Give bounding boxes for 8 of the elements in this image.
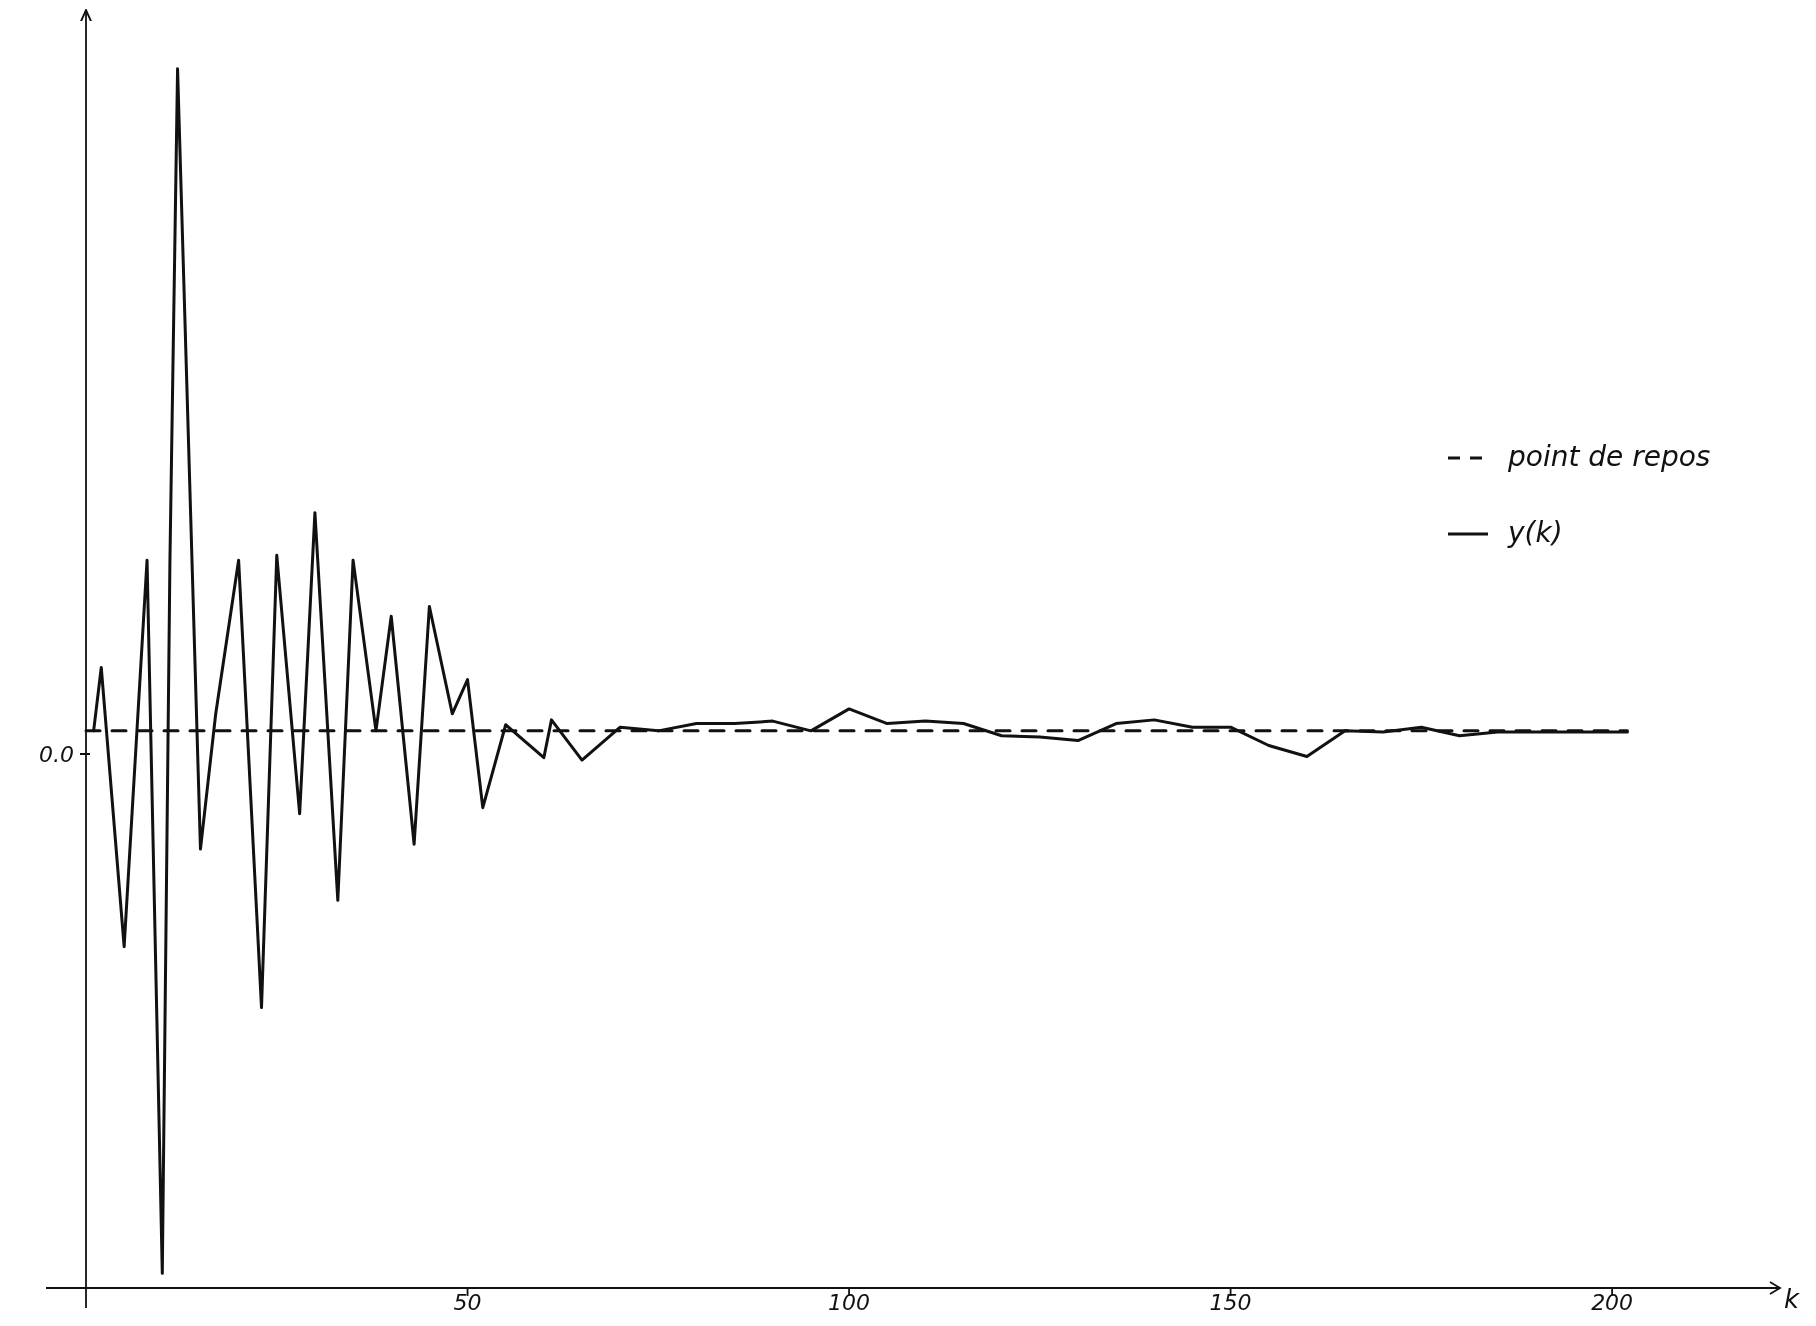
x-tick-label: 200: [1591, 1290, 1634, 1315]
legend-label: y(k): [1507, 516, 1563, 549]
x-tick-label: 50: [453, 1290, 482, 1315]
x-tick-label: 100: [828, 1290, 871, 1315]
legend-label: point de repos: [1507, 440, 1711, 473]
x-tick-label: 150: [1209, 1290, 1252, 1315]
text: 0.0: [39, 742, 74, 767]
x-axis-title: k: [1784, 1284, 1800, 1314]
